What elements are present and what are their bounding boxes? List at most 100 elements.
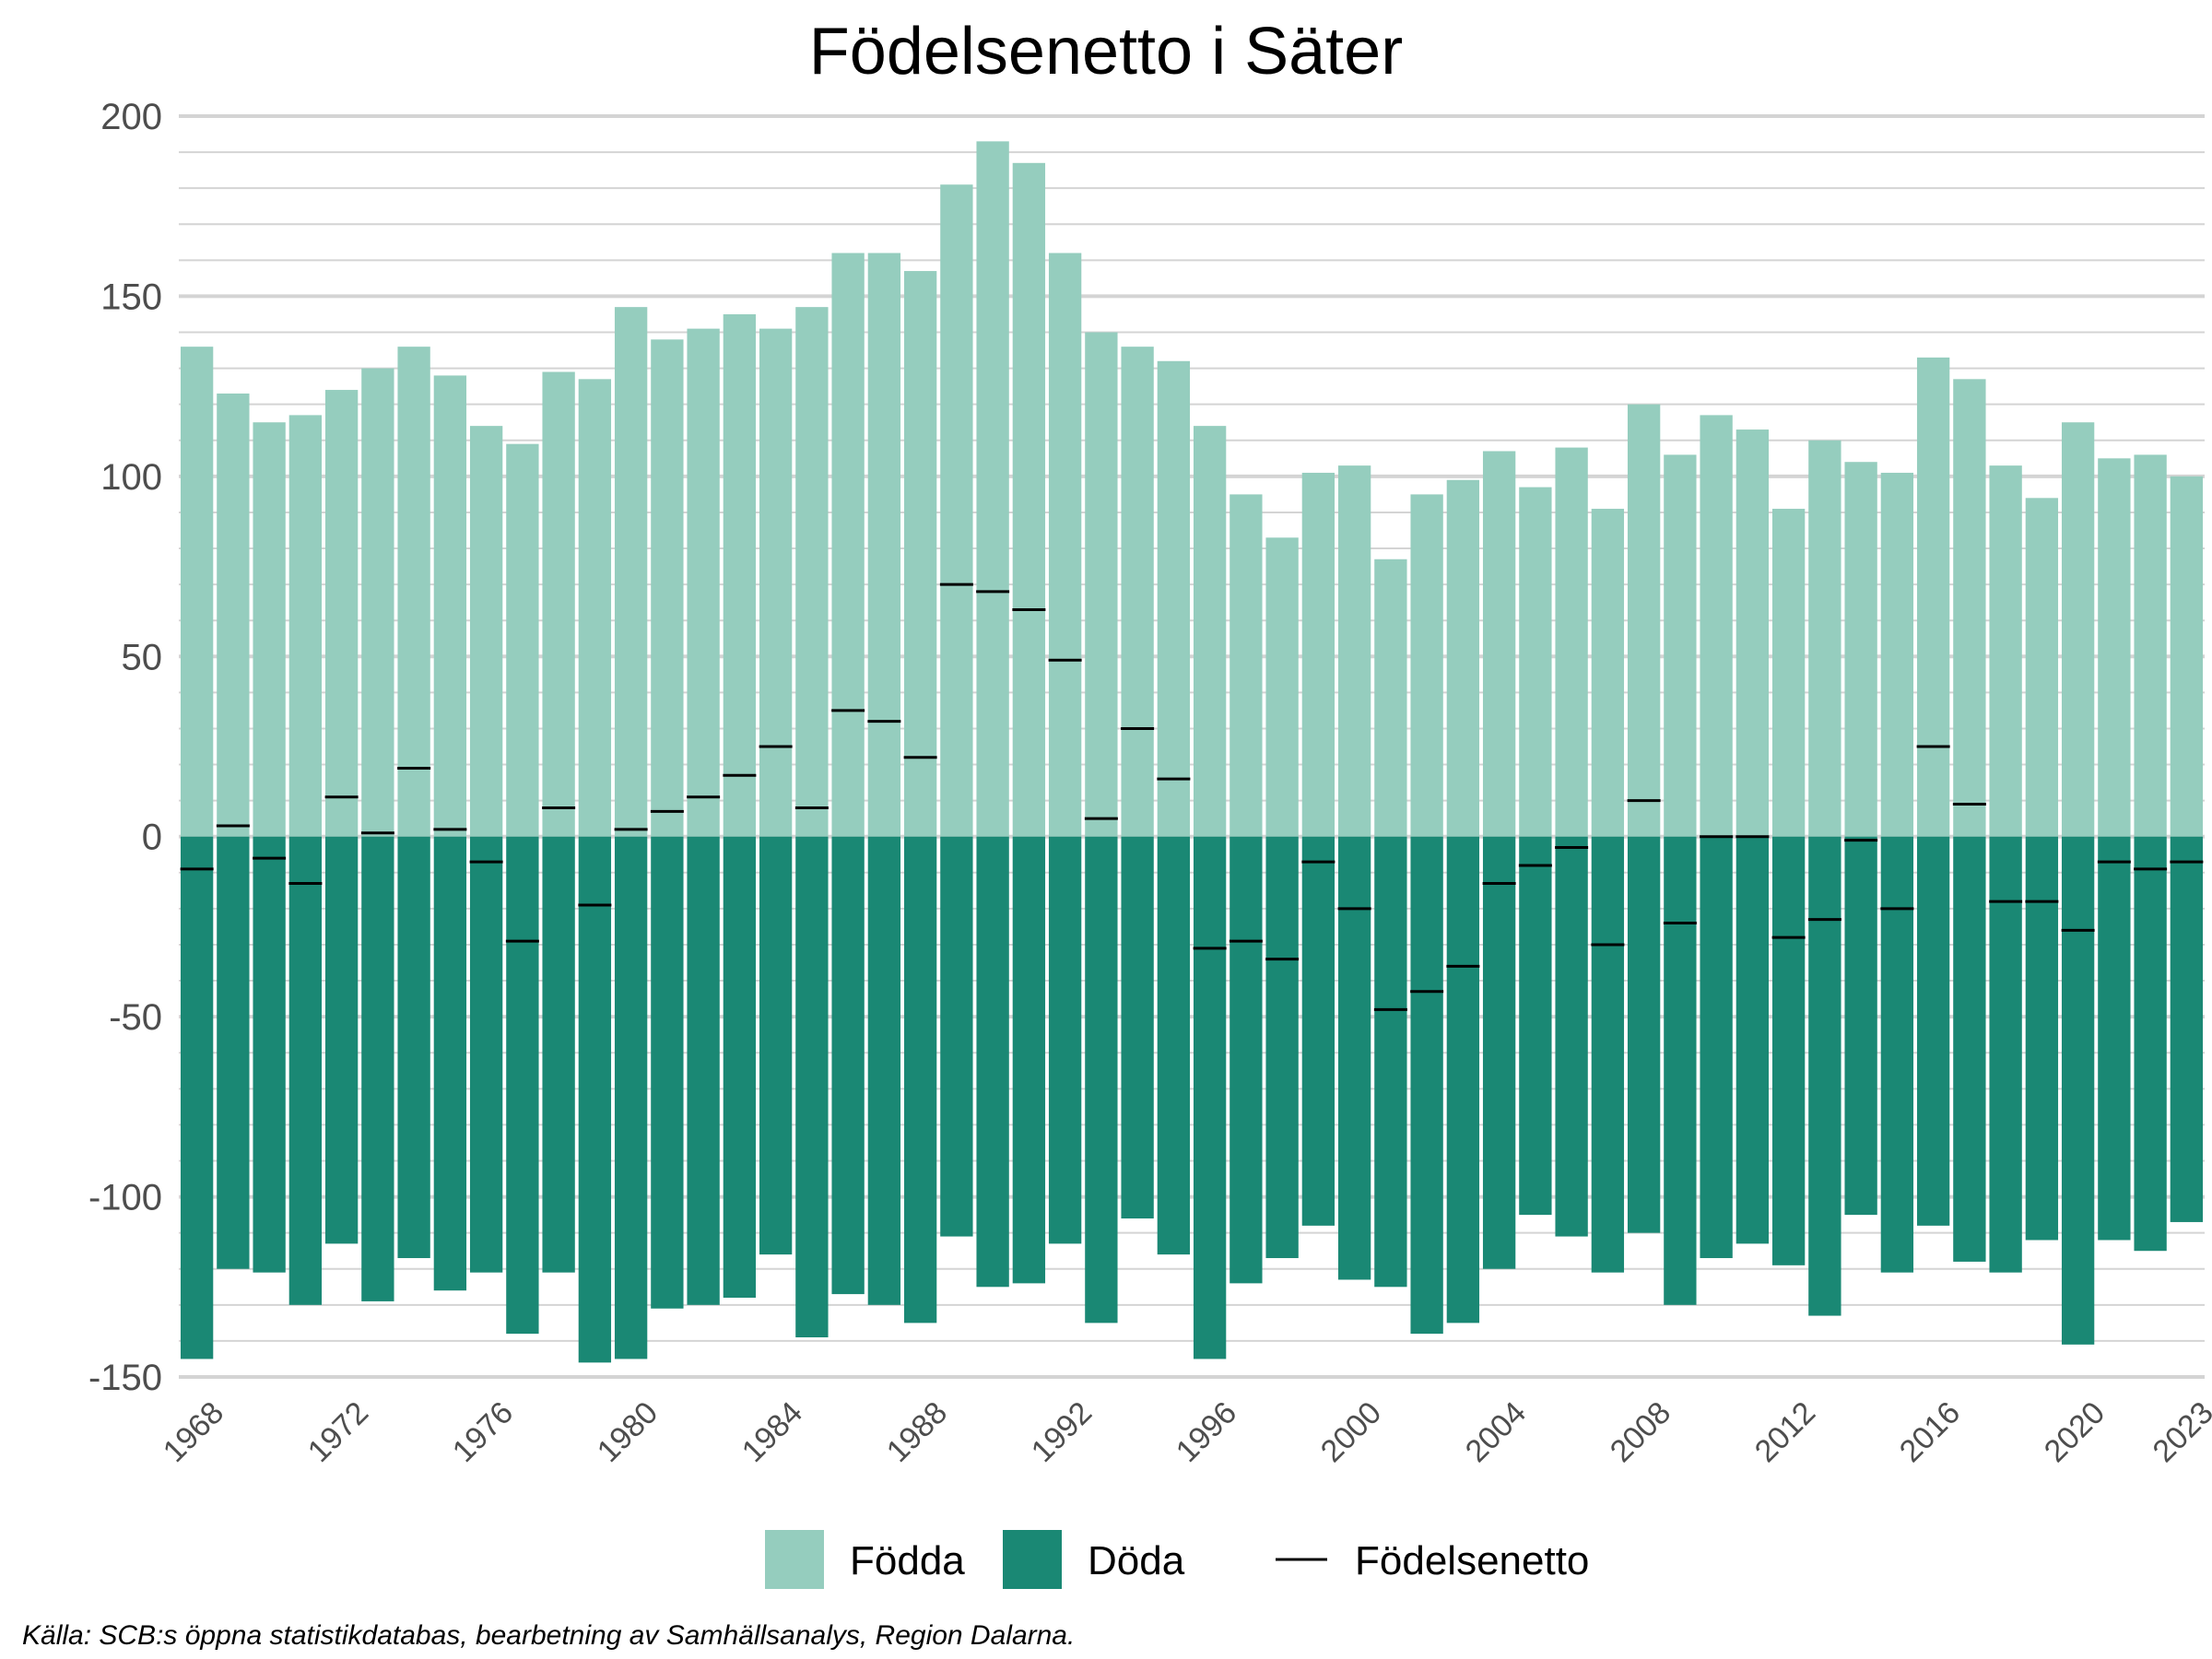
x-tick-label: 1984 [735,1395,809,1469]
bar-fodda [1446,479,1480,837]
bar-doda [903,836,937,1324]
chart-title: Födelsenetto i Säter [809,15,1403,88]
bar-doda [1519,836,1552,1216]
bar-doda [831,836,865,1295]
bar-doda [651,836,684,1309]
legend-swatch-doda [1003,1530,1062,1589]
bar-doda [614,836,648,1359]
x-tick-label: 2008 [1604,1395,1677,1469]
bar-doda [940,836,973,1237]
bar-doda [723,836,757,1299]
y-tick-label: 150 [100,276,162,317]
legend-label-doda: Döda [1088,1538,1185,1583]
x-tick-label: 1992 [1025,1395,1099,1469]
bar-doda [1482,836,1516,1269]
bar-fodda [1916,357,1950,837]
x-tick-label: 2020 [2038,1395,2112,1469]
bar-doda [1844,836,1877,1216]
bar-fodda [1664,454,1697,837]
bar-fodda [1230,494,1263,837]
bar-doda [542,836,575,1273]
bar-doda [1374,836,1407,1288]
y-tick-label: 50 [122,637,163,677]
bar-fodda [2134,454,2167,837]
x-tick-label: 2023 [2147,1395,2212,1469]
bar-doda [1265,836,1299,1259]
bar-doda [469,836,503,1273]
bar-fodda [1012,162,1046,837]
bar-fodda [1591,509,1625,837]
bar-fodda [1410,494,1443,837]
bar-doda [1337,836,1371,1280]
x-tick-label: 2012 [1748,1395,1822,1469]
bar-doda [2025,836,2059,1241]
bar-doda [253,836,286,1273]
legend-swatch-fodda [765,1530,824,1589]
bar-fodda [180,347,214,837]
bar-doda [180,836,214,1359]
y-tick-label: 200 [100,97,162,137]
bar-doda [433,836,467,1291]
bar-doda [1989,836,2022,1273]
bar-fodda [759,328,793,837]
bar-fodda [433,375,467,837]
bar-doda [1446,836,1480,1324]
x-tick-label: 2000 [1314,1395,1388,1469]
bar-fodda [903,271,937,837]
x-tick-label: 1980 [591,1395,665,1469]
bar-doda [1808,836,1841,1316]
bar-doda [1880,836,1914,1273]
bar-fodda [614,307,648,837]
bar-fodda [1844,462,1877,837]
bar-doda [2061,836,2095,1345]
bar-doda [795,836,829,1338]
bar-doda [2134,836,2167,1252]
y-tick-label: -150 [88,1358,162,1398]
bar-fodda [397,347,430,837]
source-caption: Källa: SCB:s öppna statistikdatabas, bea… [22,1620,1075,1651]
bar-doda [1012,836,1046,1284]
x-tick-label: 1976 [446,1395,520,1469]
bar-fodda [940,184,973,837]
bar-fodda [1121,347,1154,837]
bar-doda [1664,836,1697,1305]
x-tick-label: 1972 [301,1395,375,1469]
bar-fodda [1085,332,1118,837]
bar-fodda [1735,429,1770,837]
bar-doda [1157,836,1191,1255]
bar-fodda [469,426,503,837]
bar-doda [324,836,359,1244]
bar-fodda [2170,476,2204,837]
x-tick-label: 1968 [157,1395,230,1469]
x-tick-label: 2004 [1459,1395,1533,1469]
bar-doda [1735,836,1770,1244]
x-tick-label: 1996 [1170,1395,1243,1469]
bar-doda [2098,836,2131,1241]
bar-doda [687,836,720,1305]
bar-doda [1591,836,1625,1273]
bar-fodda [1301,472,1335,837]
bar-doda [976,836,1009,1288]
y-tick-label: 0 [142,818,162,858]
bar-fodda [1482,451,1516,837]
bar-doda [1771,836,1806,1265]
bar-fodda [324,390,359,837]
bar-doda [1627,836,1661,1233]
bar-fodda [288,415,323,837]
bar-fodda [1374,559,1407,837]
legend-label-fodda: Födda [850,1538,965,1583]
bar-fodda [253,422,286,837]
y-tick-label: -100 [88,1178,162,1218]
bar-fodda [1519,487,1552,837]
bar-fodda [1555,447,1588,837]
bar-doda [1555,836,1588,1237]
bar-fodda [1337,465,1371,837]
bar-fodda [1880,472,1914,837]
y-axis-ticks: 200 150 100 50 0 -50 -100 -150 [88,97,162,1398]
net-markers [180,582,2204,1011]
bar-fodda [687,328,720,837]
bar-fodda [1989,465,2022,837]
bar-fodda [976,141,1009,837]
bar-fodda [2098,458,2131,837]
bar-doda [1048,836,1082,1244]
